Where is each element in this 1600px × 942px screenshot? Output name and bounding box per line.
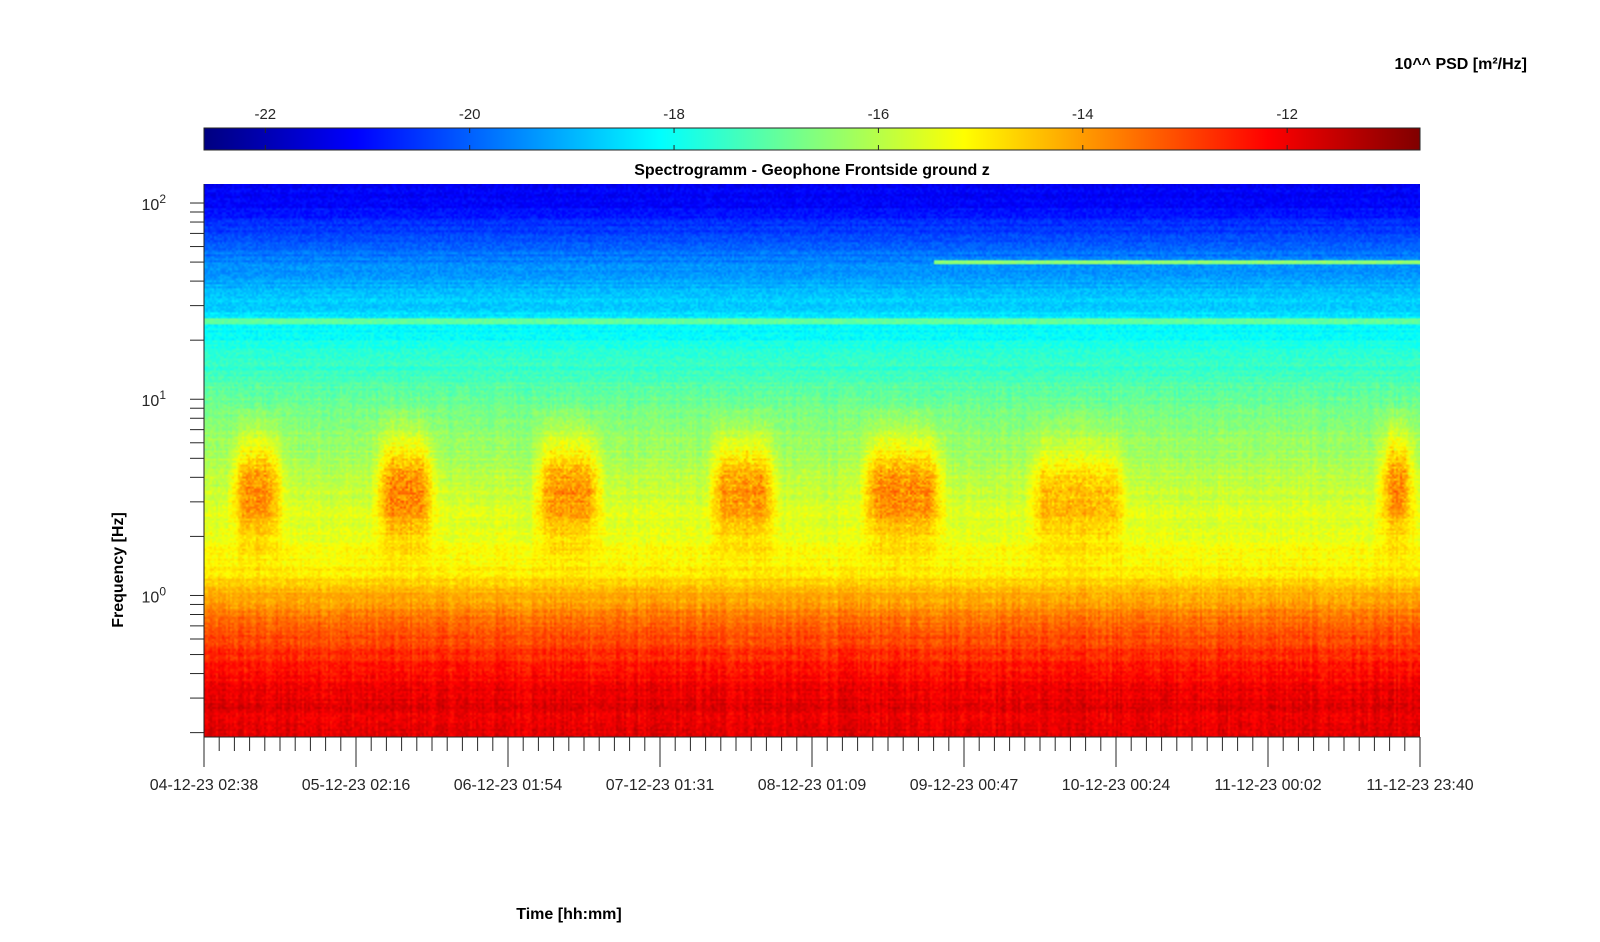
- y-tick-label: 100: [142, 584, 167, 606]
- x-tick-label: 09-12-23 00:47: [910, 777, 1019, 794]
- x-axis: 04-12-23 02:38 05-12-23 02:16 06-12-23 01:…: [150, 736, 1474, 794]
- y-axis-label: Frequency [Hz]: [110, 512, 127, 628]
- y-axis: 100 101 102: [142, 184, 205, 737]
- y-tick-label: 101: [142, 388, 167, 410]
- colorbar-tick-label: -18: [663, 106, 685, 123]
- y-tick-label: 102: [142, 192, 167, 214]
- colorbar-ticks: -22 -20 -18 -16 -14 -12: [254, 106, 1298, 150]
- x-tick-label: 04-12-23 02:38: [150, 777, 259, 794]
- colorbar-tick-label: -14: [1072, 106, 1094, 123]
- x-tick-label: 10-12-23 00:24: [1062, 777, 1171, 794]
- x-axis-label: Time [hh:mm]: [516, 906, 621, 923]
- x-tick-label: 11-12-23 00:02: [1214, 777, 1321, 794]
- x-tick-label: 06-12-23 01:54: [454, 777, 563, 794]
- colorbar-tick-label: -20: [459, 106, 481, 123]
- colorbar: -22 -20 -18 -16 -14 -12: [203, 106, 1421, 151]
- x-tick-label: 05-12-23 02:16: [302, 777, 411, 794]
- x-tick-label: 11-12-23 23:40: [1366, 777, 1473, 794]
- colorbar-label: 10^^ PSD [m²/Hz]: [1395, 56, 1527, 73]
- x-tick-label: 07-12-23 01:31: [606, 777, 715, 794]
- colorbar-tick-label: -22: [254, 106, 276, 123]
- colorbar-tick-label: -16: [868, 106, 890, 123]
- spectrogram-image: [204, 184, 1420, 737]
- x-tick-label: 08-12-23 01:09: [758, 777, 867, 794]
- colorbar-tick-label: -12: [1276, 106, 1298, 123]
- chart-title: Spectrogramm - Geophone Frontside ground…: [634, 162, 990, 179]
- colorbar-gradient: [203, 127, 1421, 151]
